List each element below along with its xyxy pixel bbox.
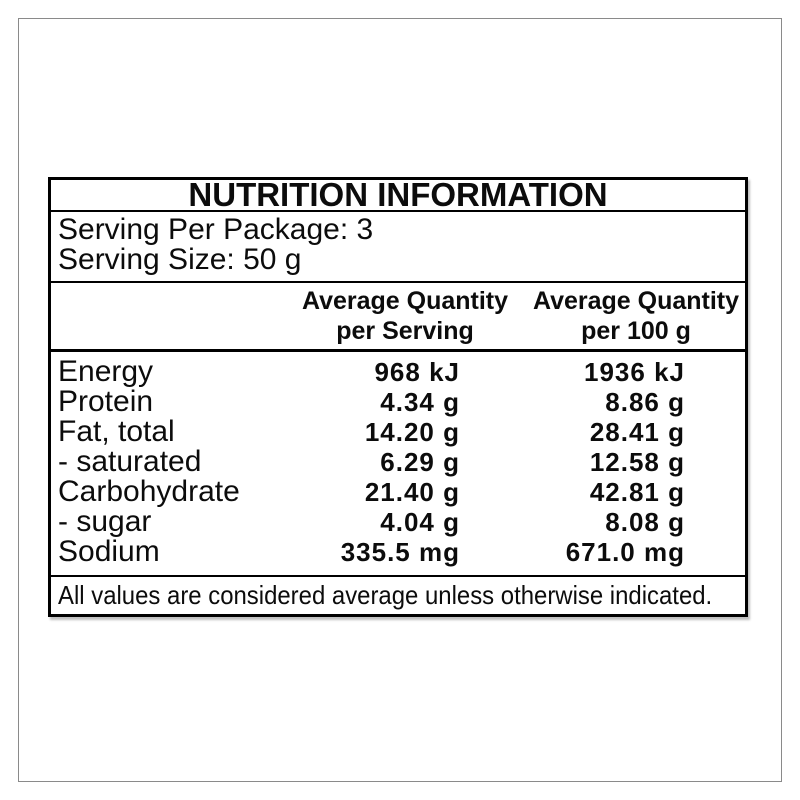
value-per-serving: 4.34 g: [380, 387, 460, 417]
serving-info: Serving Per Package: 3 Serving Size: 50 …: [51, 212, 745, 283]
image-frame: [18, 18, 782, 782]
value-per-100g: 12.58 g: [589, 447, 685, 477]
column-header-per-100g-line1: Average Quantity: [532, 287, 740, 315]
nutrient-name: Energy: [58, 355, 154, 388]
nutrient-name: Carbohydrate: [58, 475, 240, 508]
column-headers: Average Quantity per Serving Average Qua…: [51, 283, 745, 352]
value-per-serving: 968 kJ: [374, 357, 460, 387]
serving-size-line: Serving Size: 50 g: [58, 243, 302, 276]
panel-title: NUTRITION INFORMATION: [51, 178, 745, 212]
value-per-serving: 4.04 g: [380, 507, 460, 537]
column-header-per-serving: Average Quantity per Serving: [291, 286, 519, 346]
nutrient-name: - sugar: [58, 505, 152, 538]
nutrient-name: Sodium: [58, 535, 160, 568]
nutrient-row: - sugar 4.04 g 8.08 g: [51, 505, 745, 538]
nutrient-row: - saturated 6.29 g 12.58 g: [51, 445, 745, 478]
value-per-serving: 6.29 g: [380, 447, 460, 477]
value-per-serving: 335.5 mg: [340, 537, 460, 567]
nutrient-name: Fat, total: [58, 415, 175, 448]
column-header-per-100g: Average Quantity per 100 g: [521, 286, 751, 346]
value-per-100g: 8.08 g: [605, 507, 685, 537]
footnote-text: All values are considered average unless…: [58, 580, 713, 610]
value-per-100g: 1936 kJ: [584, 357, 685, 387]
nutrient-row: Carbohydrate 21.40 g 42.81 g: [51, 475, 745, 508]
nutrition-panel: NUTRITION INFORMATION Serving Per Packag…: [48, 177, 748, 617]
nutrient-name: - saturated: [58, 445, 202, 478]
nutrient-name: Protein: [58, 385, 154, 418]
value-per-100g: 28.41 g: [589, 417, 685, 447]
value-per-100g: 42.81 g: [589, 477, 685, 507]
nutrient-table: Energy 968 kJ 1936 kJ Protein 4.34 g 8.8…: [51, 352, 745, 577]
serving-per-package-line: Serving Per Package: 3: [58, 213, 374, 246]
nutrient-row: Energy 968 kJ 1936 kJ: [51, 355, 745, 388]
footnote: All values are considered average unless…: [51, 577, 745, 614]
column-header-per-serving-line1: Average Quantity: [301, 287, 509, 315]
value-per-100g: 8.86 g: [605, 387, 685, 417]
value-per-serving: 21.40 g: [364, 477, 460, 507]
column-header-per-100g-line2: per 100 g: [581, 317, 691, 345]
value-per-serving: 14.20 g: [364, 417, 460, 447]
nutrient-row: Sodium 335.5 mg 671.0 mg: [51, 535, 745, 568]
column-header-per-serving-line2: per Serving: [336, 317, 474, 345]
value-per-100g: 671.0 mg: [565, 537, 685, 567]
nutrient-row: Protein 4.34 g 8.86 g: [51, 385, 745, 418]
nutrient-row: Fat, total 14.20 g 28.41 g: [51, 415, 745, 448]
